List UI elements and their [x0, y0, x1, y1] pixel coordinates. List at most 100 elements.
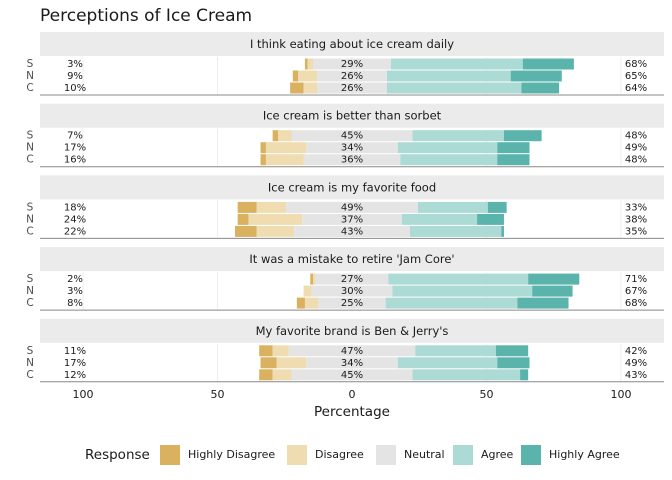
- low-total-label: 2%: [67, 274, 83, 285]
- bar-segment: [417, 201, 488, 213]
- bar-segment: [401, 213, 478, 225]
- bar-segment: [522, 58, 574, 70]
- strip-background: [40, 103, 664, 128]
- legend-key: [160, 445, 180, 465]
- bar-segment: [237, 213, 249, 225]
- neutral-label: 27%: [341, 274, 363, 285]
- bar-segment: [291, 369, 413, 381]
- bar-segment: [303, 82, 318, 94]
- bar-segment: [265, 142, 307, 154]
- category-label: C: [26, 297, 33, 309]
- low-total-label: 9%: [67, 71, 83, 82]
- bar-segment: [303, 154, 401, 166]
- neutral-label: 25%: [341, 298, 363, 309]
- high-total-label: 42%: [625, 346, 647, 357]
- legend-label: Highly Disagree: [188, 448, 275, 461]
- strip-background: [40, 175, 664, 200]
- legend-title: Response: [85, 447, 150, 463]
- bar-segment: [291, 130, 413, 142]
- high-total-label: 35%: [625, 226, 647, 237]
- bar-segment: [294, 225, 410, 237]
- bar-segment: [495, 345, 529, 357]
- bar-segment: [315, 273, 389, 285]
- high-total-label: 43%: [625, 370, 647, 381]
- category-label: S: [27, 58, 34, 70]
- bar-segment: [521, 82, 560, 94]
- legend-key: [287, 445, 307, 465]
- bar-segment: [409, 225, 502, 237]
- low-total-label: 8%: [67, 298, 83, 309]
- bar-segment: [292, 70, 299, 82]
- bar-segment: [307, 58, 313, 70]
- bar-segment: [528, 273, 580, 285]
- neutral-label: 43%: [341, 226, 363, 237]
- bar-segment: [260, 357, 277, 369]
- high-total-label: 67%: [625, 286, 647, 297]
- category-label: S: [27, 130, 34, 142]
- strip-background: [40, 318, 664, 343]
- neutral-label: 29%: [341, 59, 363, 70]
- facet-title: My favorite brand is Ben & Jerry's: [256, 324, 449, 338]
- low-total-label: 3%: [67, 59, 83, 70]
- facet-title: It was a mistake to retire 'Jam Core': [249, 252, 454, 266]
- neutral-label: 26%: [341, 83, 363, 94]
- neutral-label: 34%: [341, 143, 363, 154]
- bar-segment: [313, 58, 391, 70]
- neutral-label: 36%: [341, 155, 363, 166]
- x-tick-label: 50: [211, 388, 225, 401]
- bar-segment: [276, 357, 307, 369]
- low-total-label: 3%: [67, 286, 83, 297]
- x-tick-label: 0: [349, 388, 356, 401]
- bar-segment: [237, 201, 257, 213]
- high-total-label: 38%: [625, 214, 647, 225]
- neutral-label: 34%: [341, 358, 363, 369]
- bar-segment: [497, 357, 530, 369]
- facet-title: Ice cream is better than sorbet: [263, 109, 442, 123]
- bar-segment: [259, 345, 273, 357]
- bar-segment: [391, 58, 523, 70]
- bar-segment: [304, 58, 308, 70]
- x-tick-label: 50: [479, 388, 493, 401]
- low-total-label: 11%: [64, 346, 86, 357]
- low-total-label: 12%: [64, 370, 86, 381]
- bar-segment: [272, 345, 289, 357]
- bar-segment: [303, 285, 312, 297]
- bar-segment: [517, 297, 569, 309]
- bar-segment: [392, 285, 533, 297]
- category-label: N: [26, 285, 34, 297]
- low-total-label: 16%: [64, 155, 86, 166]
- bar-segment: [306, 357, 398, 369]
- legend-label: Disagree: [315, 448, 364, 461]
- bar-segment: [520, 369, 529, 381]
- low-total-label: 17%: [64, 143, 86, 154]
- legend-label: Neutral: [404, 448, 445, 461]
- bar-segment: [477, 213, 504, 225]
- bar-segment: [296, 297, 305, 309]
- bar-segment: [412, 130, 504, 142]
- x-tick-label: 100: [73, 388, 94, 401]
- bar-segment: [272, 130, 279, 142]
- high-total-label: 33%: [625, 202, 647, 213]
- bar-segment: [313, 273, 316, 285]
- category-label: C: [26, 369, 33, 381]
- category-label: S: [27, 345, 34, 357]
- bar-segment: [397, 142, 498, 154]
- bar-segment: [311, 285, 393, 297]
- bar-segment: [248, 213, 303, 225]
- bar-segment: [397, 357, 498, 369]
- low-total-label: 10%: [64, 83, 86, 94]
- neutral-label: 47%: [341, 346, 363, 357]
- bar-segment: [260, 142, 266, 154]
- low-total-label: 18%: [64, 202, 86, 213]
- bar-segment: [386, 82, 522, 94]
- category-label: C: [26, 225, 33, 237]
- bar-segment: [256, 225, 295, 237]
- bar-segment: [415, 345, 496, 357]
- bar-segment: [304, 297, 319, 309]
- category-label: C: [26, 82, 33, 94]
- x-tick-label: 100: [610, 388, 631, 401]
- bar-segment: [532, 285, 573, 297]
- category-label: S: [27, 201, 34, 213]
- strip-background: [40, 247, 664, 272]
- bar-segment: [385, 297, 518, 309]
